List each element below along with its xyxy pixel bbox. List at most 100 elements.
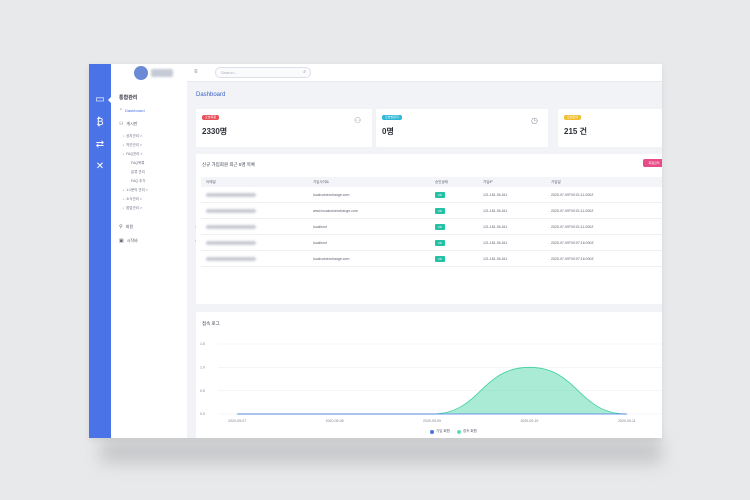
table-row[interactable]: www.localcoinexchange.com Ok 121.181.36.… [201,203,662,219]
top-bar: ≡ Search... ⌕ [187,64,662,82]
card-title: 접속 로그 [202,321,220,326]
access-log-chart: 0.0 0.5 1.0 1.5 2020-09-07 2020-09-08 2020-09-… [200,342,662,423]
table-row[interactable]: localcoinexchange.com Ok 121.181.36.161 … [201,251,662,267]
handshake-icon[interactable]: ⇄ [95,139,105,150]
sidebar-sub-news[interactable]: 소식관리 > [123,197,142,202]
sidebar-sub-category[interactable]: 분류 관리 [131,170,145,174]
tools-icon[interactable]: ✕ [95,161,105,172]
sidebar-sub-terms[interactable]: 약관관리 > [123,143,142,148]
chevron-right-icon[interactable]: › [195,238,196,243]
site-cell: localcoinexchange.com [313,193,350,197]
x-tick-label: 2020-09-07 [228,419,246,423]
column-header: 이메일 [206,180,216,184]
site-cell: localhost [313,241,327,245]
logo-mark [134,66,148,80]
sidebar-title: 통합관리 [119,95,138,101]
clock-icon: ◷ [531,116,538,125]
chevron-right-icon[interactable]: › [195,224,196,229]
legend-swatch [430,429,434,434]
bitcoin-icon[interactable]: ₿ [96,117,104,128]
legend-label: 가입 회원 [436,429,450,433]
search-input[interactable]: Search... ⌕ [215,67,311,78]
legend-item-signups[interactable]: 가입 회원 [430,429,450,434]
sidebar-item-members[interactable]: ⚲ 회원 [119,224,133,230]
active-indicator [108,96,112,104]
email-redacted [206,257,256,261]
recent-members-card: 신규 가입회원 최근 5명 목록 회원관리 이메일 가입사이트 승인상태 가입I… [196,154,662,304]
ip-cell: 121.181.36.161 [483,241,508,245]
status-badge: Ok [435,208,445,214]
y-tick-label: 0.5 [200,389,205,393]
people-icon: ⚇ [119,121,124,127]
stat-card-inquiries: 오늘문의 215 건 [558,109,662,147]
date-cell: 2020-07-09T00:07:16.000Z [551,257,594,261]
email-redacted [206,209,256,213]
sidebar-item-label: Dashboard [125,107,145,113]
window-icon: ▣ [119,238,124,244]
stat-value: 0명 [382,127,394,136]
date-cell: 2020-07-09T00:01:11.000Z [551,209,594,213]
sidebar-item-dashboard[interactable]: ◔ Dashboard [119,107,145,113]
sidebar-sub-faq[interactable]: FAQ관리 > [123,152,142,157]
status-badge: 오늘방문자 [382,115,402,120]
sidebar-sub-inquiry[interactable]: 1:1문의 관리 > [123,188,148,193]
site-cell: localhost [313,225,327,229]
status-badge: 오늘문의 [564,115,582,120]
sidebar-item-label: 게시판 [126,121,138,126]
column-header: 가입IP [483,180,493,184]
app-window: ▭ ₿ ⇄ ✕ 통합관리 ◔ Dashboard ⚇ 게시판 ⌃ 공지관리 > … [89,64,662,438]
sidebar-item-startbar[interactable]: ▣ 시작바 [119,238,138,244]
user-add-icon: ⚇ [354,116,362,125]
logo [134,66,173,80]
email-redacted [206,225,256,229]
sidebar-sub-faq-add[interactable]: FAQ 추가 [131,179,146,183]
stat-value: 2330명 [202,127,228,136]
hamburger-menu-icon[interactable]: ≡ [194,69,198,75]
date-cell: 2020-07-09T00:07:16.000Z [551,241,594,245]
search-icon[interactable]: ⌕ [303,69,306,75]
user-icon: ⚲ [119,224,123,230]
sidebar-sub-notice[interactable]: 공지관리 > [123,134,142,139]
email-redacted [206,193,256,197]
sidebar-sub-faq-list[interactable]: FAQ목록 [131,161,145,165]
sidebar-sub-popup[interactable]: 팝업관리 > [123,206,142,211]
table-header: 이메일 가입사이트 승인상태 가입IP 가입일 [201,177,662,187]
ip-cell: 121.181.36.161 [483,225,508,229]
member-manage-button[interactable]: 회원관리 [643,159,662,167]
ip-cell: 121.181.36.161 [483,257,508,261]
sidebar-item-label: 회원 [125,224,134,229]
card-title: 신규 가입회원 최근 5명 목록 [202,162,256,167]
frame-shadow [100,438,662,464]
status-badge: Ok [435,224,445,230]
table-row[interactable]: localcoinexchange.com Ok 121.181.36.161 … [201,187,662,203]
date-cell: 2020-07-09T00:01:11.000Z [551,193,594,197]
table-row[interactable]: localhost Ok 121.181.36.161 2020-07-09T0… [201,235,662,251]
column-header: 가입일 [551,180,561,184]
monitor-icon[interactable]: ▭ [95,94,105,105]
status-badge: 오늘회원 [202,115,220,120]
sidebar: 통합관리 ◔ Dashboard ⚇ 게시판 ⌃ 공지관리 > 약관관리 > F… [111,64,198,438]
series-area-1 [237,367,627,414]
y-tick-label: 1.5 [200,342,205,346]
legend-item-visits[interactable]: 접속 회원 [457,429,477,434]
access-log-card: 접속 로그 0.0 0.5 1.0 1.5 2020-09-07 2020-09-08 20… [196,312,662,438]
icon-rail: ▭ ₿ ⇄ ✕ [89,64,112,438]
ip-cell: 121.181.36.161 [483,209,508,213]
legend-label: 접속 회원 [463,429,477,433]
x-tick-label: 2020-09-09 [423,419,441,423]
sidebar-item-board[interactable]: ⚇ 게시판 [119,121,138,127]
table-row[interactable]: localhost Ok 121.181.36.161 2020-07-09T0… [201,219,662,235]
y-tick-label: 0.0 [200,412,205,416]
x-tick-label: 2020-09-11 [618,419,636,423]
x-tick-label: 2020-09-08 [326,419,344,423]
x-tick-label: 2020-09-10 [520,419,538,423]
page-title: Dashboard [196,92,226,98]
sidebar-item-label: 시작바 [126,238,138,243]
ip-cell: 121.181.36.161 [483,193,508,197]
date-cell: 2020-07-09T00:01:11.000Z [551,225,594,229]
site-cell: www.localcoinexchange.com [313,209,358,213]
site-cell: localcoinexchange.com [313,257,350,261]
email-redacted [206,241,256,245]
dashboard-icon: ◔ [119,107,123,113]
status-badge: Ok [435,256,445,262]
